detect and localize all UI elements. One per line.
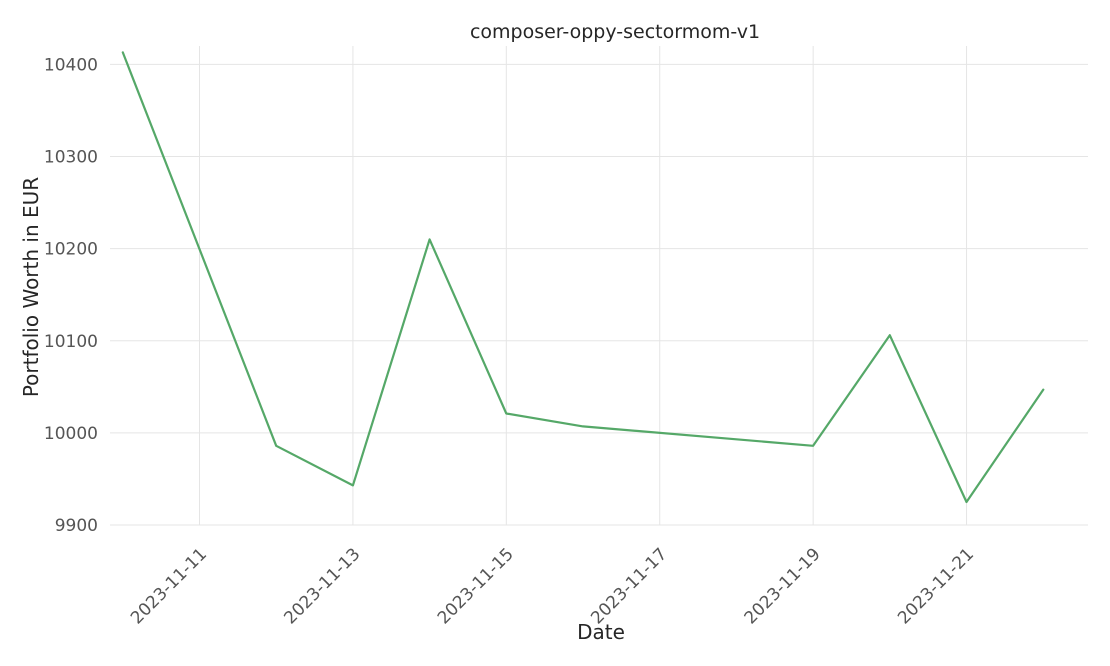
x-tick-label: 2023-11-15 <box>434 544 518 628</box>
x-tick-label: 2023-11-19 <box>741 544 825 628</box>
series-line <box>121 51 1045 504</box>
y-tick-label: 10100 <box>44 332 98 352</box>
y-tick-label: 10400 <box>44 55 98 75</box>
series-layer <box>121 51 1045 504</box>
y-grid <box>110 63 1088 526</box>
chart-title: composer-oppy-sectormom-v1 <box>470 21 760 43</box>
y-tick-label: 10000 <box>44 424 98 444</box>
x-axis-label: Date <box>577 620 625 644</box>
x-tick-label: 2023-11-21 <box>894 544 978 628</box>
y-tick-label: 10200 <box>44 240 98 260</box>
y-tick-labels: 9900 10000 10100 10200 10300 10400 <box>44 55 98 536</box>
y-tick-label: 10300 <box>44 148 98 168</box>
x-tick-label: 2023-11-11 <box>127 544 211 628</box>
x-tick-label: 2023-11-13 <box>280 544 364 628</box>
x-grid <box>198 46 968 525</box>
y-axis-label: Portfolio Worth in EUR <box>19 177 43 397</box>
y-tick-label: 9900 <box>55 516 98 536</box>
x-tick-labels: 2023-11-11 2023-11-13 2023-11-15 2023-11-17… <box>127 544 978 628</box>
x-tick-label: 2023-11-17 <box>587 544 671 628</box>
